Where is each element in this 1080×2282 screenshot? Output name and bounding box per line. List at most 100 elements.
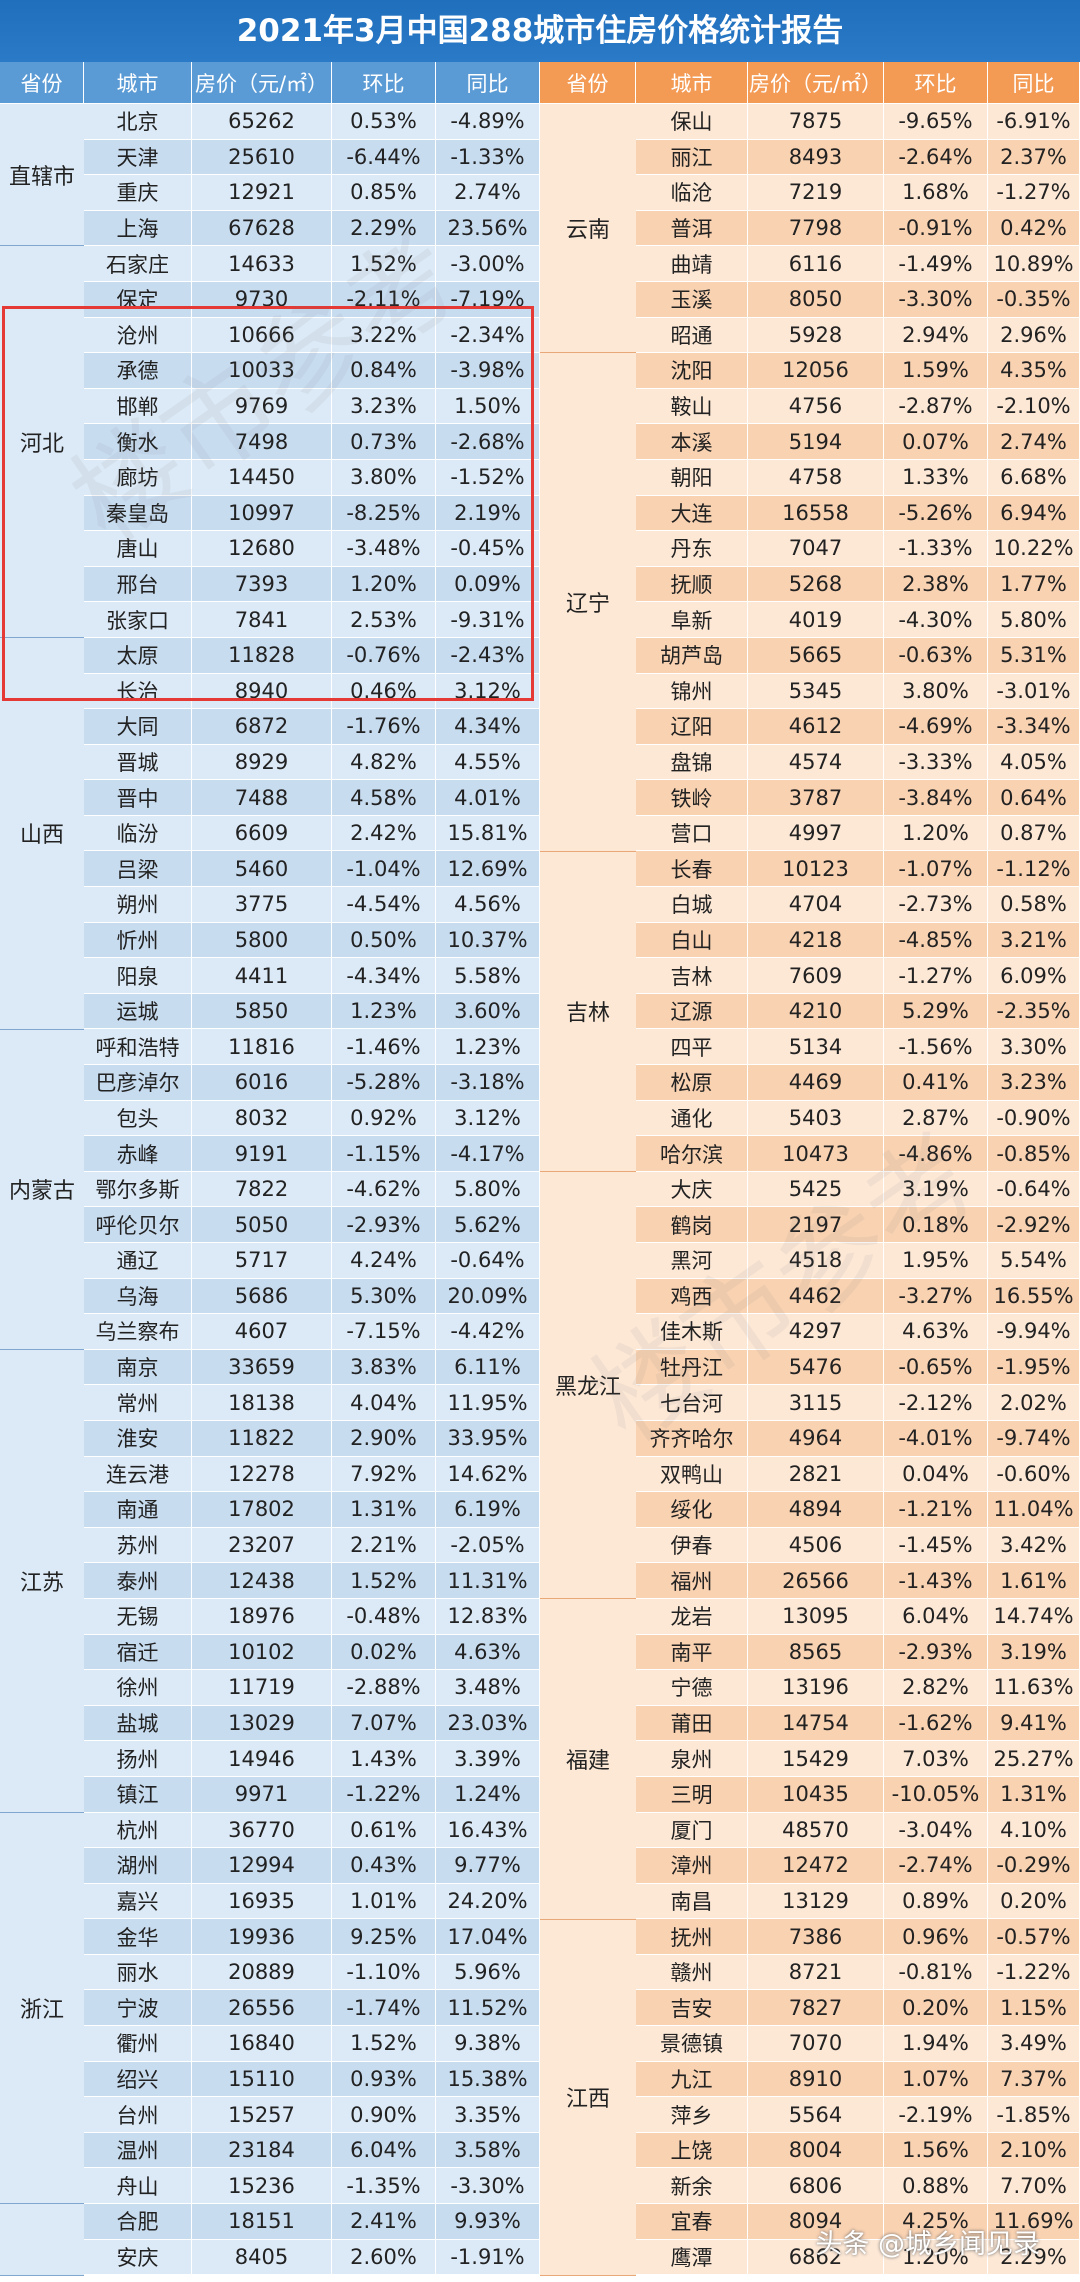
city-cell: 金华 <box>84 1919 192 1955</box>
city-cell: 巴彦淖尔 <box>84 1065 192 1101</box>
city-cell: 鞍山 <box>636 388 748 425</box>
city-cell: 唐山 <box>84 531 192 567</box>
table-row: 大庆 5425 3.19% -0.64% <box>540 1171 1080 1208</box>
city-cell: 临汾 <box>84 815 192 852</box>
mom-cell: -2.73% <box>884 887 988 923</box>
city-cell: 大庆 <box>636 1171 748 1208</box>
price-cell: 5403 <box>748 1100 884 1137</box>
yoy-cell: 1.61% <box>988 1563 1080 1599</box>
yoy-cell: 1.31% <box>988 1776 1080 1813</box>
city-cell: 大同 <box>84 709 192 745</box>
price-cell: 7393 <box>192 566 332 603</box>
yoy-cell: -2.92% <box>988 1207 1080 1243</box>
price-cell: 15257 <box>192 2097 332 2133</box>
mom-cell: 2.21% <box>332 1527 436 1564</box>
price-cell: 5268 <box>748 566 884 603</box>
yoy-cell: -2.35% <box>988 993 1080 1030</box>
yoy-cell: -2.68% <box>436 424 540 460</box>
price-cell: 8094 <box>748 2204 884 2240</box>
price-cell: 6862 <box>748 2239 884 2276</box>
price-cell: 4210 <box>748 993 884 1030</box>
city-cell: 秦皇岛 <box>84 495 192 532</box>
mom-cell: 2.90% <box>332 1420 436 1457</box>
city-cell: 通化 <box>636 1100 748 1137</box>
mom-cell: 1.95% <box>884 1243 988 1279</box>
price-cell: 4704 <box>748 887 884 923</box>
city-cell: 黑河 <box>636 1243 748 1279</box>
mom-cell: -3.48% <box>332 531 436 567</box>
yoy-cell: 10.22% <box>988 531 1080 567</box>
price-cell: 65262 <box>192 104 332 140</box>
city-cell: 辽源 <box>636 993 748 1030</box>
mom-cell: -6.44% <box>332 139 436 176</box>
mom-cell: 0.07% <box>884 424 988 460</box>
price-cell: 7822 <box>192 1171 332 1208</box>
city-cell: 鹤岗 <box>636 1207 748 1243</box>
price-cell: 9769 <box>192 388 332 425</box>
mom-cell: -5.28% <box>332 1065 436 1101</box>
price-cell: 13095 <box>748 1598 884 1635</box>
price-cell: 6806 <box>748 2168 884 2205</box>
city-cell: 新余 <box>636 2168 748 2205</box>
yoy-cell: 14.62% <box>436 1456 540 1493</box>
price-cell: 4506 <box>748 1527 884 1564</box>
yoy-cell: 3.12% <box>436 1100 540 1137</box>
price-cell: 8004 <box>748 2132 884 2169</box>
city-cell: 长春 <box>636 851 748 888</box>
mom-cell: -1.22% <box>332 1776 436 1813</box>
yoy-cell: -9.94% <box>988 1314 1080 1350</box>
yoy-cell: 2.10% <box>988 2132 1080 2169</box>
city-cell: 曲靖 <box>636 246 748 282</box>
price-cell: 8032 <box>192 1100 332 1137</box>
header-yoy: 同比 <box>436 62 540 104</box>
price-cell: 7047 <box>748 531 884 567</box>
yoy-cell: 3.19% <box>988 1634 1080 1671</box>
mom-cell: 6.04% <box>884 1598 988 1635</box>
city-cell: 丹东 <box>636 531 748 567</box>
city-cell: 连云港 <box>84 1456 192 1493</box>
city-cell: 镇江 <box>84 1776 192 1813</box>
mom-cell: 2.41% <box>332 2204 436 2240</box>
city-cell: 合肥 <box>84 2204 192 2240</box>
city-cell: 乌海 <box>84 1278 192 1315</box>
price-cell: 26566 <box>748 1563 884 1599</box>
price-cell: 4758 <box>748 459 884 496</box>
price-cell: 9191 <box>192 1136 332 1172</box>
city-cell: 晋城 <box>84 744 192 781</box>
table-row: 哈尔滨 10473 -4.86% -0.85% <box>540 1136 1080 1172</box>
city-cell: 胡芦岛 <box>636 637 748 674</box>
price-cell: 23184 <box>192 2132 332 2169</box>
price-cell: 7841 <box>192 602 332 638</box>
price-cell: 11822 <box>192 1420 332 1457</box>
price-cell: 12921 <box>192 175 332 211</box>
price-cell: 2197 <box>748 1207 884 1243</box>
city-cell: 伊春 <box>636 1527 748 1564</box>
mom-cell: 1.59% <box>884 353 988 389</box>
mom-cell: -3.30% <box>884 281 988 318</box>
mom-cell: 7.07% <box>332 1705 436 1742</box>
yoy-cell: -1.52% <box>436 459 540 496</box>
city-cell: 衢州 <box>84 2026 192 2062</box>
price-cell: 7498 <box>192 424 332 460</box>
yoy-cell: -0.85% <box>988 1136 1080 1172</box>
table-row: 北京 65262 0.53% -4.89% <box>0 104 540 140</box>
mom-cell: -1.15% <box>332 1136 436 1172</box>
province-cell <box>0 2204 84 2276</box>
mom-cell: -1.33% <box>884 531 988 567</box>
city-cell: 七台河 <box>636 1385 748 1421</box>
footer-credit: 头条 @城乡闻见录 <box>815 2229 1040 2260</box>
price-cell: 5800 <box>192 922 332 959</box>
yoy-cell: -4.42% <box>436 1314 540 1350</box>
yoy-cell: 33.95% <box>436 1420 540 1457</box>
right-table-body: 保山 7875 -9.65% -6.91% 丽江 8493 -2.64% 2.37% 临沧 721… <box>540 104 1080 2276</box>
table-row: 九江 8910 1.07% 7.37% <box>540 2061 1080 2098</box>
mom-cell: -0.91% <box>884 210 988 247</box>
mom-cell: -4.69% <box>884 709 988 745</box>
table-row: 锦州 5345 3.80% -3.01% <box>540 673 1080 710</box>
price-cell: 12056 <box>748 353 884 389</box>
mom-cell: -1.07% <box>884 851 988 888</box>
mom-cell: 1.68% <box>884 175 988 211</box>
yoy-cell: 2.74% <box>988 424 1080 460</box>
mom-cell: 3.80% <box>332 459 436 496</box>
price-cell: 12278 <box>192 1456 332 1493</box>
